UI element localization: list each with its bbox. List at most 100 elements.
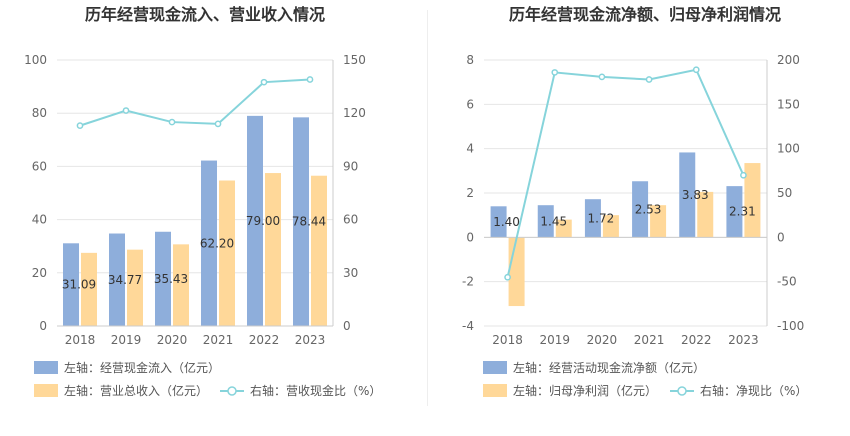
data-label: 1.45 [540,214,567,228]
bar-series-1 [109,233,125,326]
bar-series-2 [81,252,97,326]
data-label: 1.40 [493,215,520,229]
data-label: 35.43 [154,272,188,286]
x-tick-label: 2022 [681,333,712,347]
chart-title: 历年经营现金流净额、归母净利润情况 [509,5,781,24]
y-left-tick-label: 4 [466,142,474,156]
x-tick-label: 2019 [539,333,570,347]
data-label: 34.77 [108,273,142,287]
legend-label: 左轴：经营现金流入（亿元） [64,360,220,375]
data-label: 2.53 [635,202,662,216]
y-right-tick-label: 200 [777,53,800,67]
y-right-tick-label: 0 [777,230,785,244]
y-right-tick-label: 50 [777,186,792,200]
y-right-tick-label: -100 [777,319,804,333]
data-label: 31.09 [62,278,96,292]
bar-series-1 [537,205,554,238]
legend-label: 右轴：净现比（%） [700,383,807,398]
bar-series-1 [490,206,507,238]
y-left-tick-label: -4 [462,319,474,333]
line-point [692,66,700,74]
legend-swatch [483,384,507,397]
y-right-tick-label: -50 [777,275,797,289]
line-point [214,120,222,128]
x-tick-label: 2020 [587,333,618,347]
data-label: 2.31 [729,205,756,219]
y-right-tick-label: 120 [343,106,366,120]
y-left-tick-label: -2 [462,275,474,289]
x-tick-label: 2021 [634,333,665,347]
bar-series-2 [555,219,572,238]
legend-swatch-marker [227,386,237,396]
y-left-tick-label: 8 [466,53,474,67]
x-tick-label: 2020 [157,333,188,347]
legend-swatch [483,361,507,374]
y-left-tick-label: 20 [32,266,47,280]
x-tick-label: 2018 [65,333,96,347]
line-point [504,273,511,281]
data-label: 78.44 [292,215,326,229]
legend-swatch-marker [677,386,687,396]
legend-label: 左轴：营业总收入（亿元） [64,383,208,398]
bar-series-1 [247,115,263,326]
legend-label: 右轴：营收现金比（%） [250,383,381,398]
bar-series-2 [219,180,235,326]
chart-title: 历年经营现金流入、营业收入情况 [85,5,325,24]
bar-series-2 [744,163,761,238]
x-tick-label: 2019 [111,333,142,347]
bar-series-2 [127,249,143,326]
bar-series-1 [63,243,79,326]
bar-series-1 [155,231,171,326]
bar-series-1 [584,199,601,238]
line-point [598,73,606,81]
line-point [740,171,747,179]
y-right-tick-label: 30 [343,266,358,280]
bar-series-2 [602,215,619,238]
data-label: 79.00 [246,214,280,228]
x-tick-label: 2023 [295,333,326,347]
y-left-tick-label: 0 [39,319,47,333]
y-left-tick-label: 60 [32,159,47,173]
y-left-tick-label: 0 [466,230,474,244]
line-series-3 [506,68,745,278]
bar-series-1 [679,152,696,238]
x-tick-label: 2022 [249,333,280,347]
line-point [306,76,314,83]
y-right-tick-label: 90 [343,159,358,173]
bar-series-2 [650,205,667,238]
line-point [645,76,653,83]
bar-series-2 [508,237,525,307]
y-left-tick-label: 100 [24,53,47,67]
data-label: 1.72 [588,211,615,225]
bar-series-1 [293,117,309,326]
bar-series-1 [726,186,743,238]
legend-label: 左轴：归母净利润（亿元） [513,383,657,398]
line-point [122,107,130,114]
bar-series-1 [201,160,217,326]
line-series-3 [79,78,311,127]
bar-series-2 [265,173,281,326]
chart-panel-1: 历年经营现金流入、营业收入情况 0 20 40 60 80 100 0 30 60 90 120 150… [24,5,381,398]
legend-swatch [34,361,58,374]
bar-series-2 [173,244,189,326]
bar-series-2 [311,175,327,326]
legend-label: 左轴：经营活动现金流净额（亿元） [513,360,705,375]
x-tick-label: 2023 [728,333,759,347]
y-left-tick-label: 40 [32,213,47,227]
line-point [168,118,176,126]
y-right-tick-label: 150 [777,97,800,111]
y-right-tick-label: 100 [777,142,800,156]
y-left-tick-label: 2 [466,186,474,200]
line-point [260,78,268,86]
y-right-tick-label: 150 [343,53,366,67]
y-right-tick-label: 0 [343,319,351,333]
y-right-tick-label: 60 [343,213,358,227]
bar-series-2 [697,191,714,238]
x-tick-label: 2018 [492,333,523,347]
data-label: 62.20 [200,236,234,250]
legend-swatch [34,384,58,397]
y-left-tick-label: 6 [466,97,474,111]
x-tick-label: 2021 [203,333,234,347]
